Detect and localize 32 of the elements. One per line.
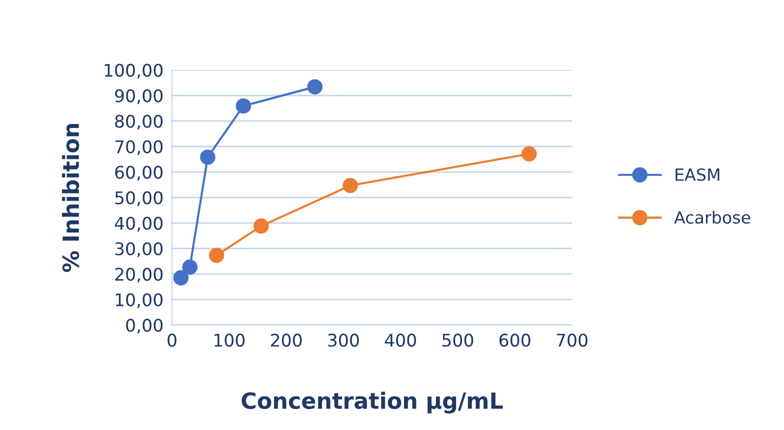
point <box>200 150 216 165</box>
x-tick-label: 400 <box>384 334 416 347</box>
y-tick-label: 10,00 <box>116 293 163 308</box>
y-tick-label: 90,00 <box>115 89 163 104</box>
x-axis-title: Concentration µg/mL <box>242 392 503 414</box>
point <box>208 248 224 264</box>
x-tick-label: 0 <box>168 334 176 347</box>
x-tick-label: 600 <box>500 334 530 347</box>
y-tick-label: 100,00 <box>104 64 163 79</box>
y-tick-label: 0,00 <box>126 318 163 334</box>
y-axis-title: % Inhibition <box>62 124 80 272</box>
point <box>342 178 358 194</box>
x-tick-label: 100 <box>214 334 245 347</box>
point <box>522 146 537 162</box>
point <box>254 218 269 234</box>
y-tick-label: 70,00 <box>115 140 163 156</box>
y-tick-label: 60,00 <box>115 166 163 181</box>
legend-label: EASM <box>676 168 720 181</box>
point <box>173 270 189 286</box>
x-tick-label: 300 <box>328 334 359 347</box>
y-tick-label: 50,00 <box>115 191 163 206</box>
y-tick-label: 40,00 <box>114 216 163 232</box>
y-tick-label: 30,00 <box>115 242 163 258</box>
y-tick-label: 80,00 <box>115 114 163 130</box>
point <box>307 79 322 94</box>
point <box>182 259 198 275</box>
y-tick-label: 20,00 <box>115 268 163 283</box>
x-tick-label: 200 <box>270 334 302 347</box>
x-tick-label: 700 <box>556 334 588 347</box>
x-tick-label: 500 <box>442 334 474 347</box>
legend-label: Acarbose <box>674 210 750 224</box>
point <box>236 98 252 114</box>
